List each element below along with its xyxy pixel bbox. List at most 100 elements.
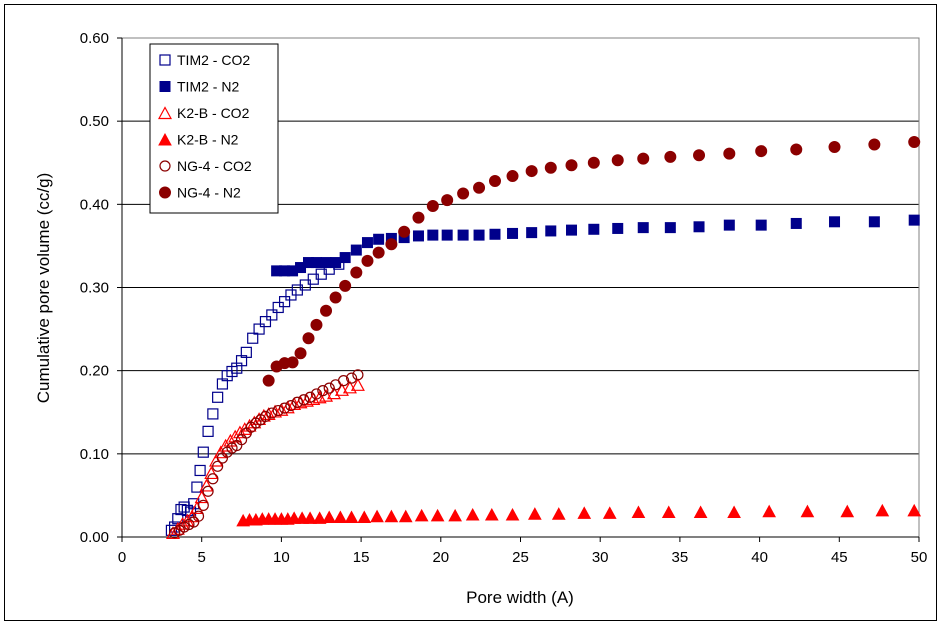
data-point	[755, 145, 768, 158]
data-point	[361, 237, 373, 249]
data-point	[204, 466, 219, 480]
data-point	[320, 257, 332, 269]
x-tick-label: 50	[911, 549, 928, 566]
data-point	[259, 410, 272, 423]
data-point	[723, 147, 736, 160]
data-point	[339, 279, 352, 292]
data-point	[693, 505, 708, 519]
data-point	[637, 152, 650, 165]
data-point	[727, 505, 741, 519]
data-point	[212, 460, 224, 472]
data-point	[762, 504, 777, 518]
data-point	[286, 356, 299, 369]
chart-frame	[4, 4, 937, 621]
data-point	[294, 347, 307, 360]
data-point	[398, 509, 413, 523]
series-1	[271, 214, 920, 277]
data-point	[441, 194, 454, 207]
y-axis-title: Cumulative pore volume (cc/g)	[34, 173, 53, 404]
data-point	[312, 511, 327, 524]
data-point	[202, 485, 214, 497]
data-point	[192, 510, 205, 522]
data-point	[274, 403, 289, 416]
data-point	[266, 407, 278, 419]
data-point	[373, 233, 385, 245]
data-point	[637, 222, 649, 234]
data-point	[430, 508, 445, 522]
data-point	[330, 257, 342, 269]
data-point	[693, 149, 706, 162]
legend-marker	[159, 160, 171, 172]
data-point	[473, 181, 486, 194]
data-point	[175, 503, 187, 516]
data-point	[310, 388, 323, 400]
data-point	[385, 238, 398, 251]
data-point	[350, 266, 363, 279]
data-point	[310, 318, 323, 331]
data-point	[544, 161, 557, 174]
data-point	[317, 385, 329, 397]
data-point	[828, 140, 841, 153]
data-point	[237, 422, 252, 435]
legend-marker	[157, 106, 173, 120]
data-point	[506, 170, 519, 183]
data-point	[551, 507, 566, 520]
data-point	[790, 143, 803, 156]
y-tick-label: 0.10	[80, 446, 109, 463]
data-point	[384, 509, 399, 523]
data-point	[213, 445, 228, 459]
data-point	[372, 246, 385, 259]
data-point	[868, 138, 881, 151]
y-tick-label: 0.20	[80, 363, 109, 380]
x-tick-label: 25	[512, 549, 529, 566]
data-point	[333, 510, 348, 524]
data-point	[232, 425, 247, 439]
data-point	[350, 244, 362, 256]
y-tick-label: 0.50	[80, 113, 109, 130]
x-tick-label: 30	[592, 549, 609, 566]
data-point	[253, 323, 265, 335]
data-point	[907, 503, 922, 517]
data-point	[800, 504, 815, 518]
data-point	[262, 374, 275, 387]
data-point	[693, 221, 705, 233]
data-point	[457, 229, 469, 241]
data-point	[588, 223, 600, 235]
data-point	[302, 332, 315, 345]
x-tick-label: 15	[353, 549, 370, 566]
data-point	[259, 315, 272, 328]
x-tick-label: 20	[432, 549, 449, 566]
data-point	[488, 175, 501, 188]
data-point	[320, 304, 333, 317]
data-point	[285, 399, 297, 412]
data-point	[829, 216, 841, 228]
data-point	[261, 407, 276, 421]
data-point	[398, 225, 411, 238]
data-point	[345, 372, 358, 384]
data-point	[185, 509, 200, 523]
data-point	[209, 453, 224, 467]
data-point	[189, 501, 204, 514]
data-point	[755, 219, 767, 231]
data-point	[545, 225, 557, 237]
data-point	[329, 291, 342, 304]
legend-label: K2-B - CO2	[177, 105, 250, 121]
data-point	[612, 222, 624, 234]
data-point	[525, 165, 538, 178]
data-point	[602, 506, 617, 519]
x-tick-label: 40	[751, 549, 768, 566]
data-point	[565, 159, 578, 172]
x-tick-label: 0	[118, 549, 126, 566]
y-tick-label: 0.60	[80, 30, 109, 47]
data-point	[322, 510, 337, 524]
data-point	[473, 229, 485, 241]
data-point	[507, 227, 519, 239]
legend-label: K2-B - N2	[177, 132, 239, 148]
data-point	[207, 473, 219, 485]
series-5	[262, 135, 921, 387]
data-point	[840, 504, 855, 518]
data-point	[631, 505, 646, 519]
data-point	[202, 425, 214, 437]
data-point	[350, 378, 365, 391]
data-point	[180, 513, 195, 527]
